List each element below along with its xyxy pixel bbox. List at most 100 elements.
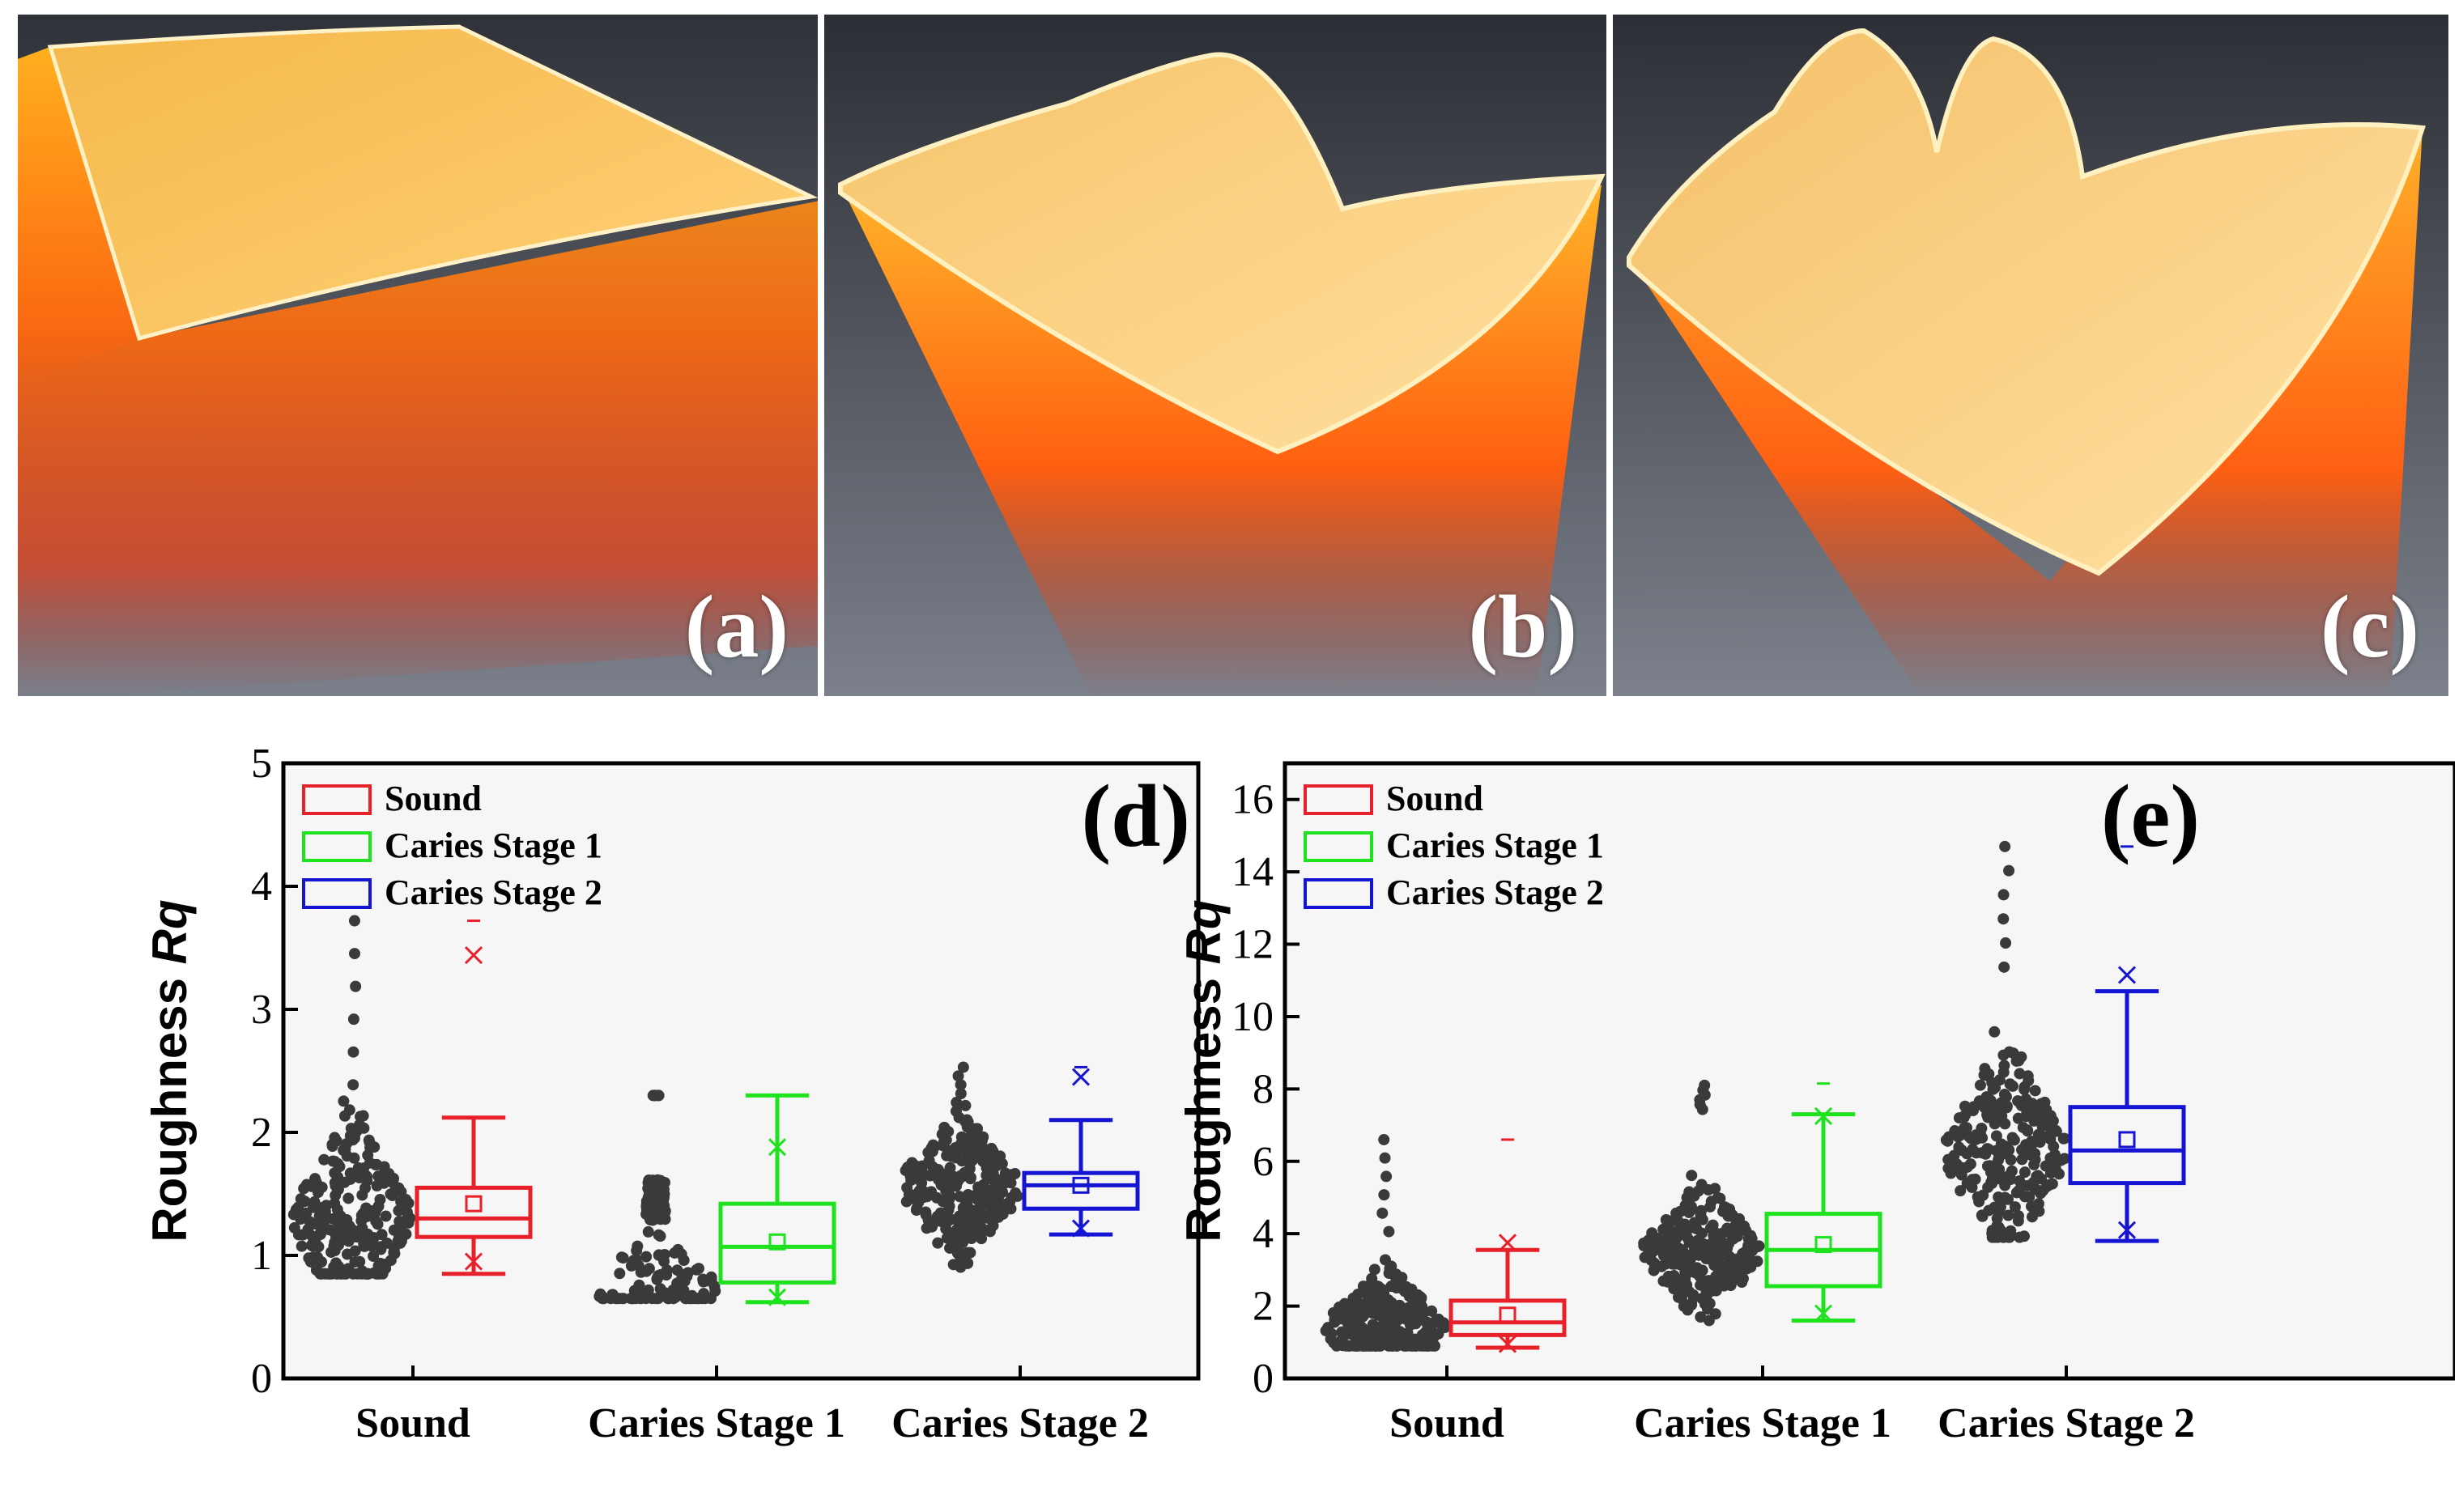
y-axis-label-main: Roughness: [143, 964, 197, 1242]
data-point: [976, 1233, 988, 1245]
data-point: [989, 1173, 1002, 1185]
data-point: [373, 1268, 385, 1280]
box-mean: [1814, 1236, 1832, 1254]
data-point: [368, 1250, 380, 1262]
data-point: [1973, 1196, 1985, 1208]
data-point: [1365, 1323, 1377, 1335]
data-point: [1998, 1176, 2010, 1188]
data-point: [625, 1259, 637, 1272]
data-point: [296, 1240, 308, 1252]
data-point: [2021, 1148, 2033, 1160]
data-point: [2013, 1210, 2025, 1222]
data-point: [1350, 1293, 1362, 1305]
percentile-marker: [1071, 1219, 1091, 1238]
data-point: [1696, 1213, 1708, 1225]
data-point: [1974, 1079, 1986, 1091]
data-point: [308, 1201, 320, 1213]
data-point: [1970, 1133, 1982, 1145]
data-point: [645, 1208, 657, 1221]
data-point: [2046, 1178, 2058, 1190]
y-axis-label: Roughness Rq: [1184, 899, 1231, 1242]
data-point: [2029, 1085, 2041, 1097]
data-point: [316, 1255, 328, 1268]
data-point: [935, 1179, 947, 1191]
data-point: [997, 1198, 1009, 1210]
data-point: [633, 1279, 645, 1291]
data-point: [349, 1128, 361, 1140]
data-point: [2012, 1112, 2024, 1124]
data-point: [961, 1121, 973, 1133]
data-point: [2022, 1125, 2034, 1137]
data-point: [1997, 913, 2010, 925]
data-point: [2013, 1055, 2025, 1067]
data-point: [926, 1144, 938, 1156]
data-point: [330, 1189, 342, 1201]
data-point: [1956, 1145, 1968, 1157]
data-point: [350, 980, 362, 992]
data-point: [1643, 1250, 1655, 1262]
data-point: [632, 1240, 644, 1252]
data-point: [642, 1183, 654, 1195]
data-point: [1659, 1247, 1671, 1259]
data-point: [380, 1210, 392, 1222]
data-point: [378, 1161, 390, 1173]
data-point: [1406, 1309, 1418, 1321]
data-point: [947, 1259, 959, 1271]
data-point: [2006, 1165, 2018, 1177]
data-point: [1368, 1264, 1380, 1276]
data-point: [705, 1271, 717, 1283]
y-tick-label: 1: [251, 1233, 272, 1279]
data-point: [402, 1217, 415, 1229]
data-point: [1691, 1234, 1704, 1247]
data-point: [1709, 1241, 1721, 1253]
box-mean: [1072, 1176, 1090, 1194]
data-point: [1714, 1192, 1726, 1204]
data-point: [1408, 1293, 1420, 1305]
data-point: [1383, 1225, 1395, 1238]
image-panel-a: (a): [18, 15, 818, 696]
data-point: [357, 1110, 369, 1122]
data-point: [1420, 1316, 1432, 1328]
box-group: [415, 920, 1140, 1306]
panel-label-d: (d): [1082, 767, 1190, 865]
x-tick-label: Caries Stage 2: [1938, 1400, 2195, 1446]
data-point: [2035, 1187, 2047, 1200]
data-point: [1702, 1184, 1714, 1196]
legend-label: Caries Stage 1: [385, 826, 602, 865]
box-iqr: [718, 1201, 836, 1285]
y-tick-label: 16: [1232, 777, 1274, 823]
data-point: [1721, 1222, 1733, 1234]
data-point: [1321, 1324, 1333, 1336]
data-point: [388, 1247, 400, 1259]
data-point: [959, 1099, 972, 1111]
data-point: [1752, 1241, 1764, 1253]
x-tick-label: Sound: [355, 1400, 470, 1446]
data-point: [1340, 1306, 1352, 1319]
data-point: [610, 1293, 622, 1305]
data-point: [950, 1105, 962, 1117]
box-group: [1448, 845, 2186, 1353]
data-point: [318, 1153, 330, 1166]
data-point: [363, 1239, 375, 1251]
data-point: [1387, 1340, 1399, 1352]
data-point: [1717, 1205, 1729, 1217]
data-point: [1686, 1170, 1698, 1182]
data-point: [2014, 1175, 2026, 1187]
data-point: [983, 1213, 995, 1225]
box-mean: [768, 1233, 786, 1251]
y-axis: 0 1 2 3 4 5: [251, 741, 298, 1402]
data-point: [1390, 1268, 1402, 1281]
data-point: [355, 1215, 368, 1227]
data-point: [2022, 1070, 2034, 1082]
data-point: [1725, 1280, 1737, 1292]
data-point: [1379, 1254, 1391, 1266]
data-point: [921, 1222, 933, 1234]
data-point: [2004, 1078, 2016, 1090]
data-point: [955, 1221, 968, 1233]
data-point: [1378, 1189, 1390, 1201]
y-tick-label: 5: [251, 741, 272, 787]
data-point: [1009, 1168, 1021, 1180]
data-point: [669, 1247, 681, 1259]
data-point: [347, 1079, 359, 1091]
data-point: [400, 1193, 412, 1205]
